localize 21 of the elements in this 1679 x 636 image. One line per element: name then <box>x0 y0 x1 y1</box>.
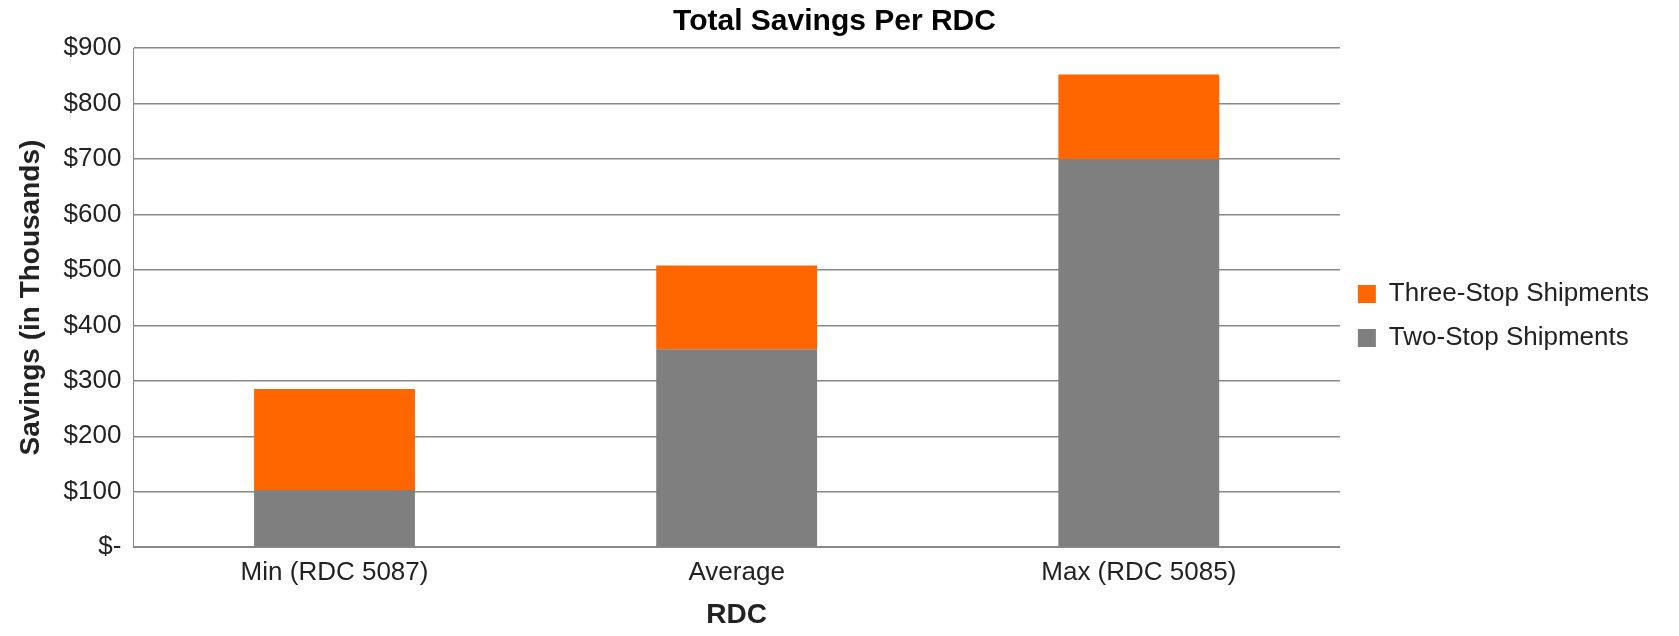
bar <box>656 265 818 350</box>
x-tick-label: Max (RDC 5085) <box>1041 555 1237 586</box>
bar <box>1058 74 1220 159</box>
legend-label: Two-Stop Shipments <box>1388 321 1629 352</box>
y-tick-label: $400 <box>63 308 122 339</box>
y-tick-label: $- <box>98 530 122 561</box>
y-tick-label: $800 <box>63 86 122 117</box>
y-tick-label: $600 <box>63 197 122 228</box>
y-tick-label: $900 <box>63 31 122 62</box>
y-tick-label: $200 <box>63 419 122 450</box>
x-tick-label: Min (RDC 5087) <box>240 555 429 586</box>
x-axis-title: RDC <box>706 597 767 629</box>
x-tick-label: Average <box>688 555 785 586</box>
bar <box>254 389 415 491</box>
y-tick-label: $500 <box>63 253 122 284</box>
y-axis-title: Savings (in Thousands) <box>13 139 45 456</box>
chart-title: Total Savings Per RDC <box>673 3 996 37</box>
y-tick-label: $700 <box>63 142 122 173</box>
legend-label: Three-Stop Shipments <box>1388 277 1650 308</box>
y-tick-label: $300 <box>63 363 122 394</box>
y-tick-label: $100 <box>63 474 122 505</box>
